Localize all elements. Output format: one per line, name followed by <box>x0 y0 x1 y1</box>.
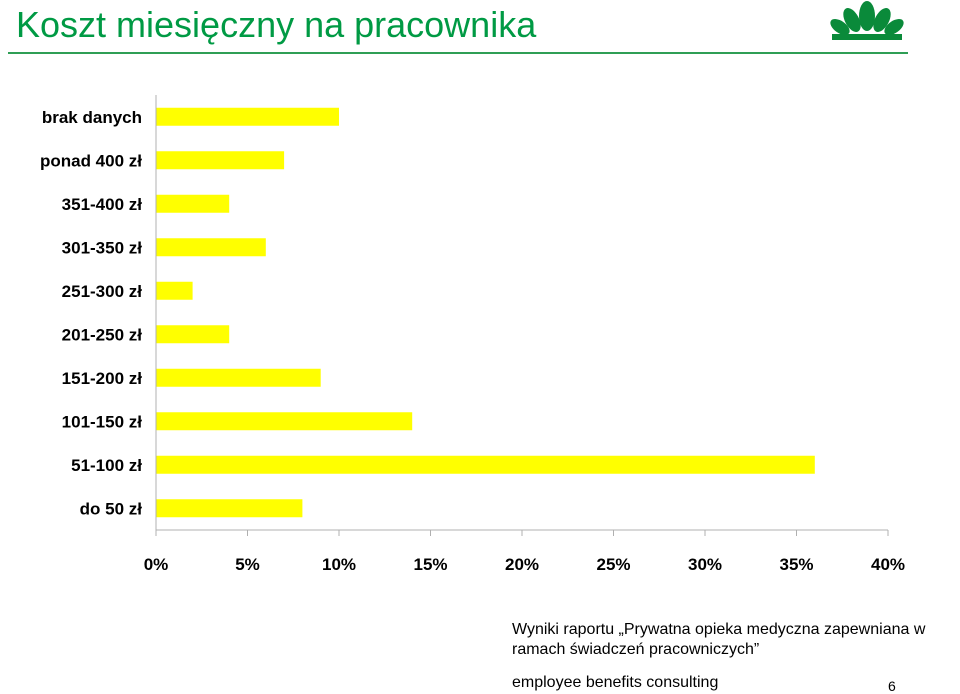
category-label: ponad 400 zł <box>40 151 142 170</box>
x-tick-label: 15% <box>413 555 447 574</box>
bar-7 <box>156 412 413 431</box>
category-label: 51-100 zł <box>71 456 142 475</box>
bar-1 <box>156 151 285 170</box>
category-label: brak danych <box>42 108 142 127</box>
category-label: 251-300 zł <box>62 282 143 301</box>
report-caption: Wyniki raportu „Prywatna opieka medyczna… <box>512 620 925 660</box>
x-tick-label: 40% <box>871 555 905 574</box>
caption-line-1: Wyniki raportu „Prywatna opieka medyczna… <box>512 621 926 638</box>
bar-5 <box>156 325 230 344</box>
x-tick-label: 35% <box>779 555 813 574</box>
category-label: 201-250 zł <box>62 325 143 344</box>
bar-8 <box>156 455 815 474</box>
x-tick-label: 5% <box>235 555 260 574</box>
bar-3 <box>156 238 266 257</box>
x-tick-label: 10% <box>322 555 356 574</box>
caption-line-2: ramach świadczeń pracowniczych” <box>512 641 760 658</box>
bar-4 <box>156 281 193 300</box>
footer-text: employee benefits consulting <box>512 674 719 691</box>
bar-0 <box>156 107 339 126</box>
bar-2 <box>156 194 230 213</box>
cost-bar-chart: brak danych ponad 400 zł 351-400 zł 301-350… <box>40 95 905 574</box>
bar-9 <box>156 499 303 518</box>
page-number: 6 <box>888 678 896 694</box>
category-label: 301-350 zł <box>62 238 143 257</box>
category-label: 351-400 zł <box>62 195 143 214</box>
company-logo-icon <box>830 1 904 40</box>
title-underline <box>8 52 908 54</box>
category-label: 151-200 zł <box>62 369 143 388</box>
category-label: 101-150 zł <box>62 412 143 431</box>
x-tick-label: 30% <box>688 555 722 574</box>
slide-title: Koszt miesięczny na pracownika <box>16 4 537 45</box>
bar-6 <box>156 368 321 387</box>
x-tick-label: 0% <box>144 555 169 574</box>
category-label: do 50 zł <box>80 499 143 518</box>
x-tick-label: 25% <box>596 555 630 574</box>
x-tick-label: 20% <box>505 555 539 574</box>
